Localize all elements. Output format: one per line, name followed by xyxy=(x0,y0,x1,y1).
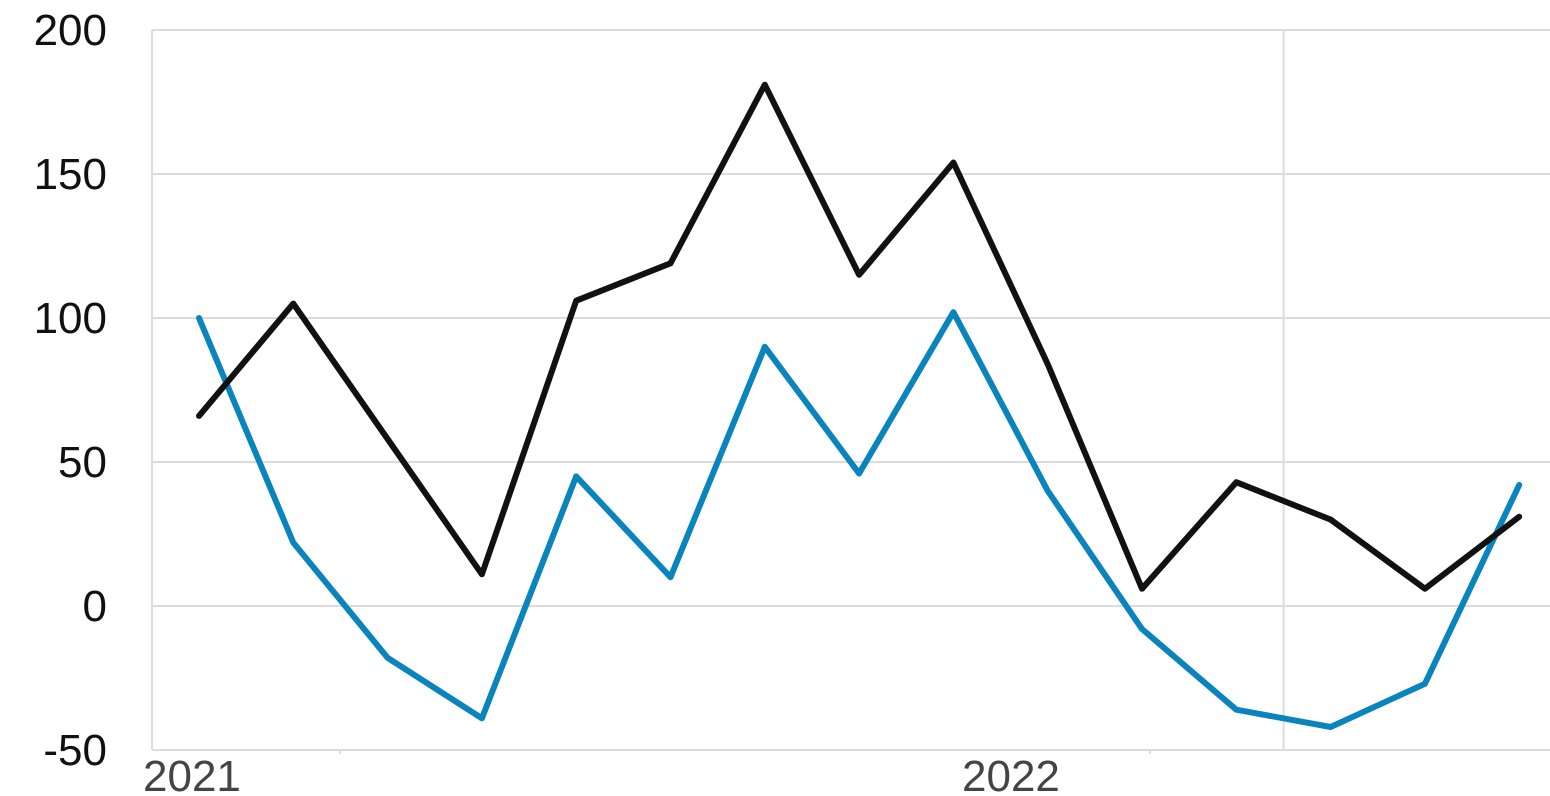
vertical-gridlines xyxy=(151,30,1285,750)
y-axis-tick-labels: 200 150 100 50 0 -50 xyxy=(34,6,107,775)
y-tick-label: -50 xyxy=(43,726,107,775)
series-line-2 xyxy=(196,81,1523,592)
y-tick-label: 100 xyxy=(34,294,107,343)
y-tick-label: 200 xyxy=(34,6,107,55)
y-tick-label: 150 xyxy=(34,150,107,199)
y-tick-label: 50 xyxy=(58,438,107,487)
x-tick-label: 2022 xyxy=(962,752,1060,796)
series-line-1 xyxy=(196,309,1523,730)
horizontal-gridlines xyxy=(152,29,1550,751)
y-tick-label: 0 xyxy=(83,582,107,631)
series-lines xyxy=(196,81,1523,730)
x-tick-label: 2021 xyxy=(143,752,241,796)
axes xyxy=(152,749,1550,754)
x-axis-tick-labels: 2021 2022 xyxy=(143,752,1060,796)
